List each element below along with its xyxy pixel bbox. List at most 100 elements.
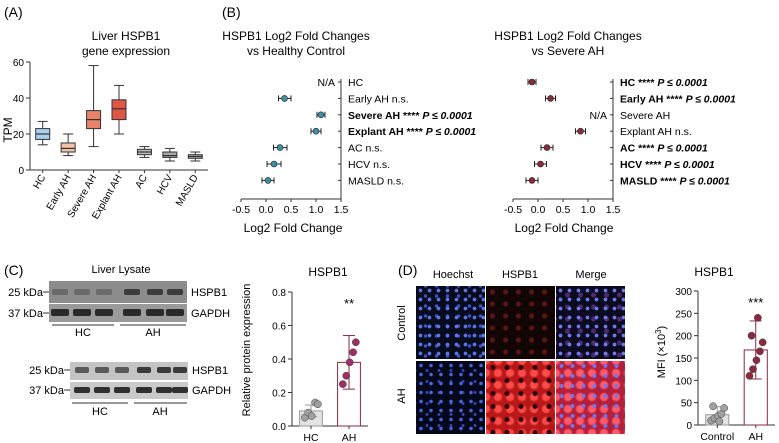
barD-point-1-4 (758, 338, 767, 347)
forest-1-subtitle: vs Healthy Control (247, 44, 345, 58)
a-box-5 (162, 151, 178, 158)
forest2-row-name-1: Early AH **** (620, 93, 684, 105)
blot2-kda25: 25 kDa (29, 365, 65, 377)
forest1-row-label-1: Early AH n.s. (348, 93, 409, 105)
blot2-gapdh-band-2 (114, 387, 130, 393)
forest1-point-1 (281, 95, 288, 102)
blot1-hspb1-band-5 (167, 289, 183, 295)
a-ytick-label-2: 40 (13, 94, 25, 105)
blot1-hc-label: HC (75, 327, 91, 339)
forest2-point-3 (577, 127, 584, 135)
bar-c-plot: 0.0 0.2 0.4 0.6 0.8 HC AH ** (272, 288, 368, 443)
a-ytick-label-0: 0 (18, 166, 24, 177)
barC-ytick-label-4: 0.8 (272, 288, 286, 299)
forest2-xtick-label-4: 1.5 (606, 204, 621, 216)
blot2-band2-label: GAPDH (192, 385, 231, 397)
bar-d-ylabel-end: ) (656, 326, 668, 330)
forest-2-xlabel: Log2 Fold Change (515, 221, 614, 235)
blot2-gapdh-band-3 (136, 387, 152, 393)
a-ytick-label-1: 20 (13, 130, 25, 141)
panel-d: (D) Hoechst HSPB1 Merge Control AH HSPB1… (396, 262, 775, 443)
blot2-band1-label: HSPB1 (192, 365, 228, 377)
blot1-ah-label: AH (145, 327, 160, 339)
forest2-point-5 (537, 160, 544, 168)
forest1-xtick-label-4: 1.5 (334, 204, 349, 216)
a-xtick-label-5: HCV (155, 173, 175, 197)
bar-c-title: HSPB1 (308, 265, 348, 279)
barC-point-1-1 (342, 371, 351, 380)
forest1-row-label-4: AC n.s. (348, 143, 382, 155)
forest2-point-4 (543, 144, 551, 151)
blot1-gapdh-band-5 (166, 309, 184, 316)
blot1-hspb1-band-1 (74, 289, 90, 295)
barD-point-1-1 (749, 365, 757, 374)
blot1-bands (51, 289, 184, 316)
micro-control-hspb1 (486, 286, 555, 359)
forest2-row-label-3: Explant AH n.s. (620, 126, 692, 138)
panel-c-letter: (C) (4, 262, 23, 278)
panel-a-letter: (A) (4, 4, 23, 20)
forest-1-xlabel: Log2 Fold Change (244, 221, 343, 235)
a-box-1 (60, 142, 76, 153)
micro-row-2: AH (396, 388, 408, 403)
barD-point-1-0 (745, 372, 754, 380)
forest2-row-name-4: AC **** (620, 143, 655, 155)
panel-a: (A) Liver HSPB1 gene expression TPM 0 20 4… (1, 4, 208, 221)
barD-ytick-label-4: 200 (675, 332, 692, 343)
barD-point-0-5 (709, 402, 717, 411)
forest1-row-name-6: MASLD n.s. (348, 175, 404, 187)
blot1-hspb1-band-3 (124, 289, 140, 295)
blot2-gapdh-band-0 (74, 387, 90, 393)
forest2-xtick-label-0: -0.5 (504, 204, 522, 216)
western-title: Liver Lysate (92, 264, 151, 276)
barD-point-0-6 (715, 417, 724, 426)
barC-point-0-4 (313, 400, 322, 409)
barD-point-0-4 (720, 404, 729, 412)
forest-1-title: HSPB1 Log2 Fold Changes (222, 29, 369, 43)
forest1-point-2 (317, 111, 325, 119)
panel-a-title: Liver HSPB1 (92, 29, 161, 43)
barD-point-1-6 (753, 313, 762, 322)
bar-d-ylabel-main: MFI (×10 (656, 334, 668, 378)
barD-ytick-label-1: 50 (681, 399, 693, 410)
panel-b-letter: (B) (222, 4, 241, 20)
blot1-gapdh-band-4 (146, 309, 164, 316)
barC-point-1-3 (349, 348, 357, 357)
forest1-row-name-2: Severe AH **** (348, 110, 420, 122)
blot1-hspb1-band-2 (96, 289, 112, 295)
a-xtick-label-0: HC (32, 173, 49, 191)
blot2-bands (74, 367, 188, 393)
forest2-xtick-label-3: 1.0 (581, 204, 596, 216)
blot2-gapdh-band-4 (156, 387, 172, 393)
forest2-row-label-4: AC **** P ≤ 0.0001 (620, 143, 708, 155)
barD-point-1-3 (756, 347, 764, 356)
barD-significance: *** (748, 295, 763, 310)
micro-control-merge (556, 286, 625, 359)
forest1-row-p-3: P ≤ 0.0001 (423, 126, 476, 138)
barD-xtick-label-0: Control (700, 431, 734, 443)
forest1-row-name-0: HC (348, 77, 364, 89)
forest2-point-0 (528, 78, 536, 86)
forest2-row-p-0: P ≤ 0.0001 (654, 77, 707, 89)
forest2-row-label-5: HCV **** P ≤ 0.0001 (620, 159, 715, 171)
blot2-gapdh-band-1 (94, 387, 110, 393)
barC-point-0-2 (307, 412, 316, 420)
micro-col-1: Hoechst (433, 269, 473, 281)
barD-ytick-label-6: 300 (675, 287, 692, 298)
blot1-hspb1-strip (49, 281, 187, 303)
blot2-hspb1-band-4 (157, 367, 171, 373)
panel-c: (C) Liver Lysate 25 kDa 37 kDa HSPB1 GAP… (4, 262, 368, 443)
micro-ah-hoechst (416, 361, 485, 434)
forest1-row-name-1: Early AH n.s. (348, 93, 409, 105)
forest-2-title: HSPB1 Log2 Fold Changes (494, 29, 641, 43)
blot1-gapdh-band-1 (73, 309, 91, 316)
forest1-point-6 (264, 177, 272, 184)
forest-2-subtitle: vs Severe AH (532, 44, 605, 58)
forest1-xtick-label-1: 0.0 (259, 204, 274, 216)
forest1-xtick-label-3: 1.0 (309, 204, 324, 216)
blot1-band2-label: GAPDH (191, 308, 230, 320)
blot2-hspb1-band-3 (137, 367, 151, 373)
barD-point-1-2 (752, 356, 761, 365)
barC-xtick-label-0: HC (303, 432, 319, 443)
